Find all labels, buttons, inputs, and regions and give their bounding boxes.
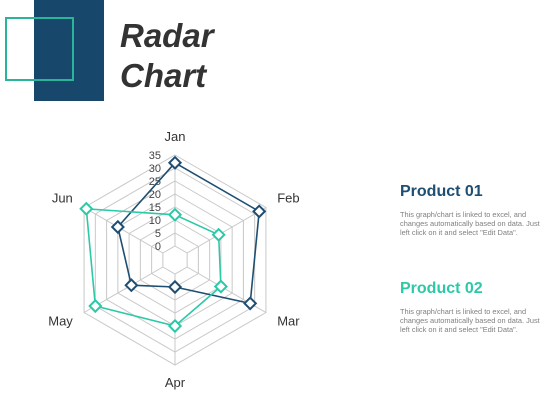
grid-spoke [186,207,267,254]
category-label: Apr [165,375,186,390]
tick-label: 35 [149,150,161,162]
radar-grid [83,154,267,366]
series-marker [211,227,226,242]
grid-spoke [83,207,164,254]
series-group [79,201,228,334]
legend-description: This graph/chart is linked to excel, and… [400,210,540,237]
tick-label: 15 [149,202,161,214]
series-marker [88,298,103,314]
radar-categories: Jan Feb Mar Apr May Jun [48,129,300,390]
tick-label: 0 [155,241,161,253]
series-marker [79,201,94,216]
legend-title: Product 02 [400,280,483,297]
series-marker [243,296,258,311]
tick-label: 30 [149,163,161,175]
legend-product-01: Product 01 This graph/chart is linked to… [400,182,550,237]
radar-series [79,155,267,334]
tick-label: 10 [149,215,161,227]
tick-label: 25 [149,176,161,188]
series-line [116,161,261,305]
category-label: Jun [52,191,73,206]
decor-frame [5,17,74,81]
category-label: May [48,314,73,329]
legend-product-02: Product 02 This graph/chart is linked to… [400,279,550,334]
tick-label: 5 [155,228,161,240]
category-label: Mar [277,314,300,329]
category-label: Feb [277,191,299,206]
series-marker [124,278,139,293]
series-marker [167,155,183,170]
slide-title: Radar Chart [120,16,290,96]
series-group [110,155,267,311]
decor-block [34,0,104,101]
series-marker [252,204,267,219]
series-marker [213,279,228,294]
tick-label: 20 [149,189,161,201]
series-marker [167,318,183,334]
series-marker [167,207,183,222]
series-marker [110,219,125,235]
legend-title: Product 01 [400,183,483,200]
grid-ring [162,245,188,275]
legend-description: This graph/chart is linked to excel, and… [400,307,540,334]
category-label: Jan [165,129,186,144]
series-marker [167,279,183,295]
title-line-2: Chart [120,57,207,94]
title-line-1: Radar [120,17,214,54]
